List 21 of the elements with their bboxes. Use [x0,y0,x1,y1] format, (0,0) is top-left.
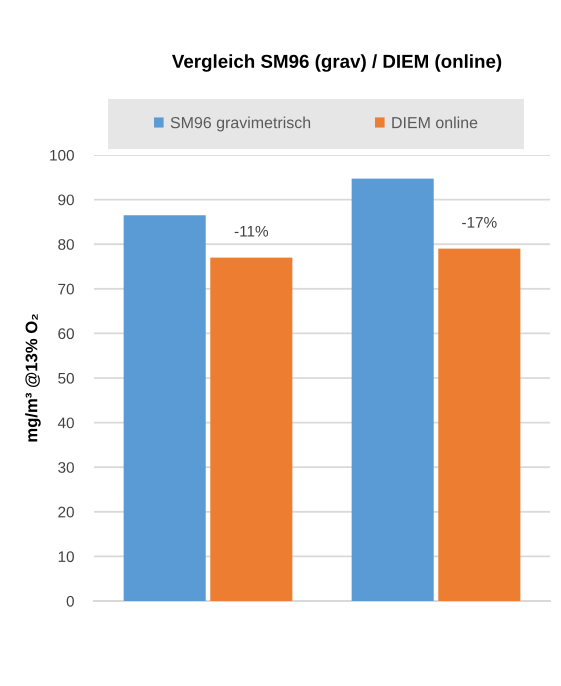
y-tick-label: 20 [58,506,74,518]
y-tick-label: 10 [58,551,74,562]
y-tick-label: 0 [66,596,74,607]
y-tick-label: 90 [58,194,74,206]
bar [124,215,206,601]
y-tick-label: 60 [58,328,74,340]
y-tick-label: 70 [58,284,74,294]
y-tick-label: 100 [50,150,74,161]
y-tick-label: 80 [58,239,74,250]
annotation: -17% [462,217,497,228]
y-axis-title: mg/m³ @13% O₂ [25,314,41,442]
y-tick-label: 50 [58,372,74,384]
bar [352,178,434,601]
y-tick-label: 30 [58,462,74,473]
bar [210,258,292,601]
legend-label: SM96 gravimetrisch [170,116,310,132]
bar [438,248,520,601]
chart-title: Vergleich SM96 (grav) / DIEM (online) [172,54,502,72]
annotation: -11% [234,226,268,237]
y-tick-label: 40 [58,417,74,428]
legend-label: DIEM online [392,116,478,128]
